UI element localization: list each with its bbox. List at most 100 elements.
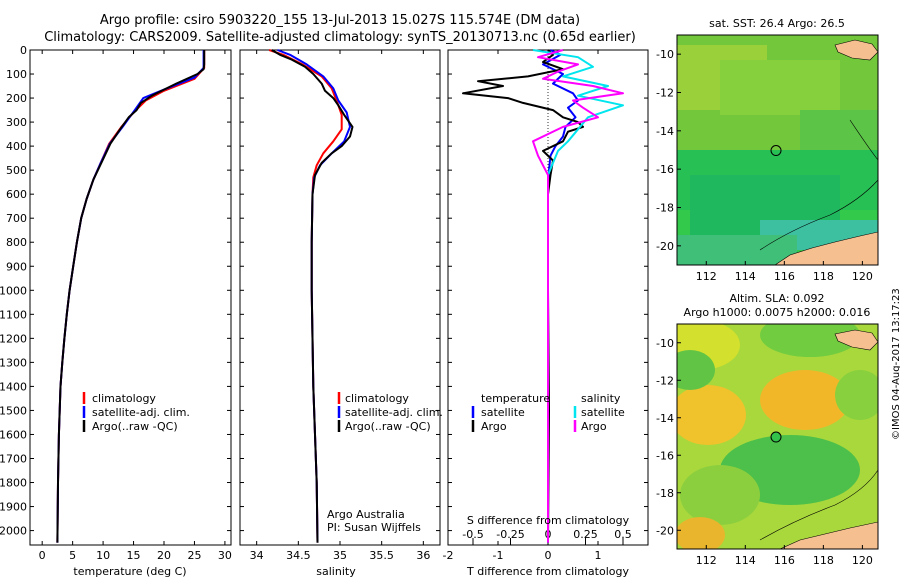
lat-tick-label: -12 xyxy=(656,87,674,100)
x-tick-label: -1 xyxy=(493,549,504,562)
figure-title-line-2: Climatology: CARS2009. Satellite-adjuste… xyxy=(44,30,636,45)
x-tick-label: 10 xyxy=(96,549,110,562)
x-tick-label: 36 xyxy=(416,549,430,562)
depth-tick-label: 200 xyxy=(6,92,27,105)
float-owner-line-1: Argo Australia xyxy=(327,508,405,521)
sla-map-title: Altim. SLA: 0.092 xyxy=(729,292,824,305)
legend-t-argo-label: Argo xyxy=(481,420,507,433)
lat-tick-label: -16 xyxy=(656,163,674,176)
x-tick-label: 35 xyxy=(333,549,347,562)
lat-tick-label: -16 xyxy=(656,449,674,462)
series-line-argo-temperature- xyxy=(462,49,584,543)
x-tick-label: -2 xyxy=(443,549,454,562)
lon-tick-label: 118 xyxy=(813,554,834,567)
legend-satellite-label: satellite-adj. clim. xyxy=(92,406,190,419)
top-axis-tick-label: -0.25 xyxy=(496,528,524,541)
x-tick-label: 1 xyxy=(595,549,602,562)
series-line-argo-raw-qc- xyxy=(271,49,354,543)
lon-tick-label: 120 xyxy=(852,554,873,567)
depth-tick-label: 100 xyxy=(6,68,27,81)
sla-map: Altim. SLA: 0.092 Argo h1000: 0.0075 h20… xyxy=(656,292,879,567)
temperature-legend: climatology satellite-adj. clim. Argo(..… xyxy=(82,392,190,433)
lat-tick-label: -12 xyxy=(656,374,674,387)
argo-position-marker xyxy=(770,145,782,157)
salinity-difference-xlabel: S difference from climatology xyxy=(467,514,630,527)
x-tick-label: 5 xyxy=(69,549,76,562)
legend-s-satellite-label: satellite xyxy=(581,406,625,419)
salinity-xlabel: salinity xyxy=(316,565,356,578)
depth-tick-label: 1500 xyxy=(0,404,27,417)
depth-tick-label: 1000 xyxy=(0,284,27,297)
temperature-panel: 0100200300400500600700800900100011001200… xyxy=(0,44,232,578)
legend-temperature-heading: temperature xyxy=(481,392,550,405)
depth-tick-label: 1100 xyxy=(0,308,27,321)
x-tick-label: 35.5 xyxy=(369,549,394,562)
x-tick-label: 20 xyxy=(157,549,171,562)
sla-map-subtitle: Argo h1000: 0.0075 h2000: 0.016 xyxy=(684,306,871,319)
temperature-difference-xlabel: T difference from climatology xyxy=(466,565,629,578)
x-tick-label: 25 xyxy=(187,549,201,562)
lon-tick-label: 116 xyxy=(774,270,795,283)
depth-tick-label: 500 xyxy=(6,164,27,177)
salinity-legend: climatology satellite-adj. clim. Argo(..… xyxy=(337,392,443,433)
depth-tick-label: 700 xyxy=(6,212,27,225)
legend-climatology-label: climatology xyxy=(345,392,409,405)
x-tick-label: 34.5 xyxy=(286,549,311,562)
lat-tick-label: -18 xyxy=(656,202,674,215)
x-tick-label: 0 xyxy=(39,549,46,562)
depth-tick-label: 1600 xyxy=(0,428,27,441)
lon-tick-label: 114 xyxy=(735,554,756,567)
salinity-plot-frame xyxy=(239,49,441,546)
lat-tick-label: -20 xyxy=(656,240,674,253)
sst-map: sat. SST: 26.4 Argo: 26.5 -10 -12 -14 -16 -1… xyxy=(656,17,879,283)
legend-s-argo-label: Argo xyxy=(581,420,607,433)
depth-tick-label: 300 xyxy=(6,116,27,129)
imos-timestamp: ©IMOS 04-Aug-2017 13:17:23 xyxy=(891,288,900,440)
lon-tick-label: 112 xyxy=(696,554,717,567)
temperature-xlabel: temperature (deg C) xyxy=(73,565,186,578)
top-axis-tick-label: 0.25 xyxy=(573,528,598,541)
lat-tick-label: -10 xyxy=(656,337,674,350)
salinity-panel: 34 34.5 35 35.5 36 salinity climatology sate… xyxy=(239,49,443,578)
difference-panel: -2 -1 0 1 -0.5 -0.25 0 0.25 0.5 S difference fr… xyxy=(443,49,649,578)
legend-argo-label: Argo(..raw -QC) xyxy=(92,420,178,433)
depth-tick-label: 600 xyxy=(6,188,27,201)
lon-tick-label: 112 xyxy=(696,270,717,283)
x-tick-label: 0 xyxy=(545,549,552,562)
lon-tick-label: 114 xyxy=(735,270,756,283)
legend-salinity-heading: salinity xyxy=(581,392,621,405)
depth-tick-label: 900 xyxy=(6,260,27,273)
depth-tick-label: 400 xyxy=(6,140,27,153)
lat-tick-label: -10 xyxy=(656,48,674,61)
top-axis-tick-label: -0.5 xyxy=(462,528,483,541)
legend-argo-label: Argo(..raw -QC) xyxy=(345,420,431,433)
depth-tick-label: 1900 xyxy=(0,501,27,514)
depth-tick-label: 1400 xyxy=(0,380,27,393)
depth-tick-label: 1200 xyxy=(0,332,27,345)
lon-tick-label: 116 xyxy=(774,554,795,567)
depth-tick-label: 2000 xyxy=(0,525,27,538)
difference-legend: temperature satellite Argo salinity sate… xyxy=(471,392,625,433)
x-tick-label: 34 xyxy=(250,549,264,562)
sst-map-title: sat. SST: 26.4 Argo: 26.5 xyxy=(709,17,845,30)
x-tick-label: 15 xyxy=(127,549,141,562)
legend-satellite-label: satellite-adj. clim. xyxy=(345,406,443,419)
temperature-plot-frame xyxy=(29,49,232,546)
depth-tick-label: 1800 xyxy=(0,477,27,490)
series-line-argo-salinity- xyxy=(532,49,624,543)
depth-tick-label: 800 xyxy=(6,236,27,249)
lon-tick-label: 118 xyxy=(813,270,834,283)
lat-tick-label: -14 xyxy=(656,412,674,425)
depth-tick-label: 0 xyxy=(20,44,27,57)
argo-position-marker xyxy=(770,431,782,443)
lat-tick-label: -20 xyxy=(656,524,674,537)
legend-climatology-label: climatology xyxy=(92,392,156,405)
depth-tick-label: 1700 xyxy=(0,452,27,465)
legend-t-satellite-label: satellite xyxy=(481,406,525,419)
depth-tick-label: 1300 xyxy=(0,356,27,369)
figure-title-line-1: Argo profile: csiro 5903220_155 13-Jul-2… xyxy=(99,13,581,28)
series-line-argo-raw-qc- xyxy=(56,50,206,543)
lon-tick-label: 120 xyxy=(852,270,873,283)
top-axis-tick-label: 0.5 xyxy=(614,528,632,541)
